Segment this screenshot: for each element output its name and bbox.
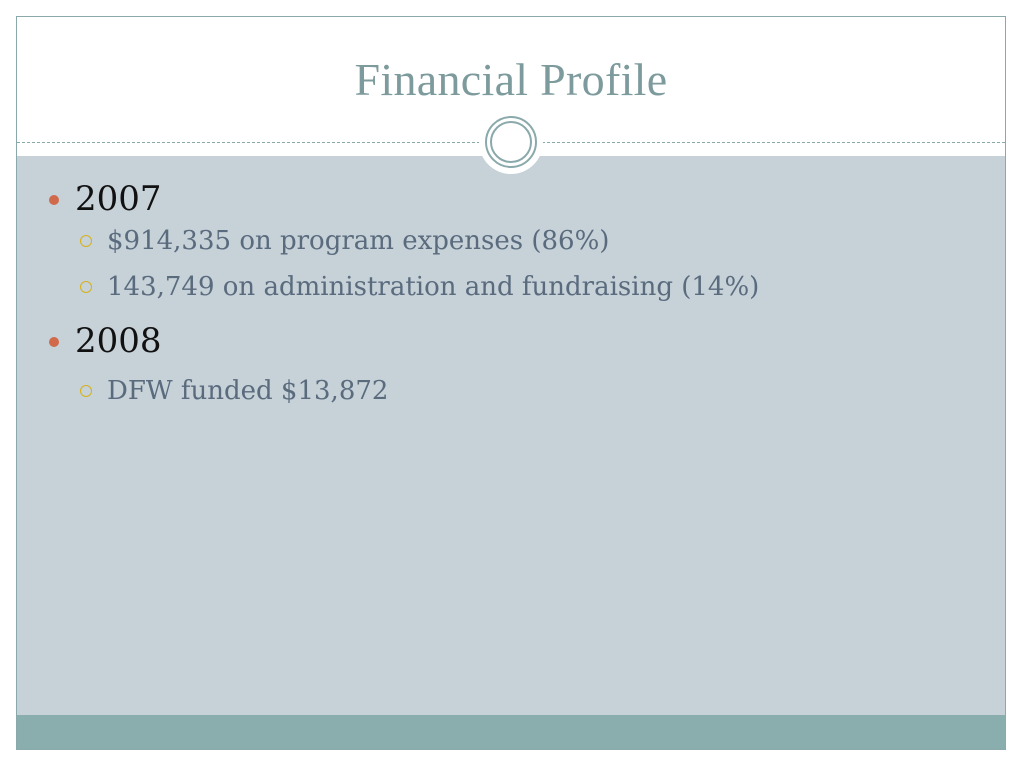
sub-bullet-text: DFW funded $13,872 xyxy=(107,376,389,406)
bullet-list: 2007 $914,335 on program expenses (86%) … xyxy=(47,177,977,417)
sub-bullet-circle-icon xyxy=(80,385,92,397)
slide: Financial Profile 2007 $914,335 on progr… xyxy=(16,16,1006,750)
sub-bullet-text: $914,335 on program expenses (86%) xyxy=(107,226,610,256)
sub-bullet-circle-icon xyxy=(80,235,92,247)
bullet-dot-icon xyxy=(49,195,59,205)
slide-title: Financial Profile xyxy=(354,54,668,105)
sub-bullet-administration: 143,749 on administration and fundraisin… xyxy=(47,267,977,313)
sub-bullet-dfw-funded: DFW funded $13,872 xyxy=(47,371,977,417)
sub-bullet-text: 143,749 on administration and fundraisin… xyxy=(107,272,760,302)
ornament-ring-inner xyxy=(490,121,532,163)
sub-bullet-program-expenses: $914,335 on program expenses (86%) xyxy=(47,221,977,267)
bullet-item-2007: 2007 xyxy=(47,177,977,221)
bullet-item-2008: 2008 xyxy=(47,319,977,363)
footer-bar xyxy=(17,715,1005,749)
bullet-label: 2007 xyxy=(75,179,162,219)
bullet-dot-icon xyxy=(49,337,59,347)
sub-bullet-circle-icon xyxy=(80,281,92,293)
bullet-label: 2008 xyxy=(75,321,162,361)
